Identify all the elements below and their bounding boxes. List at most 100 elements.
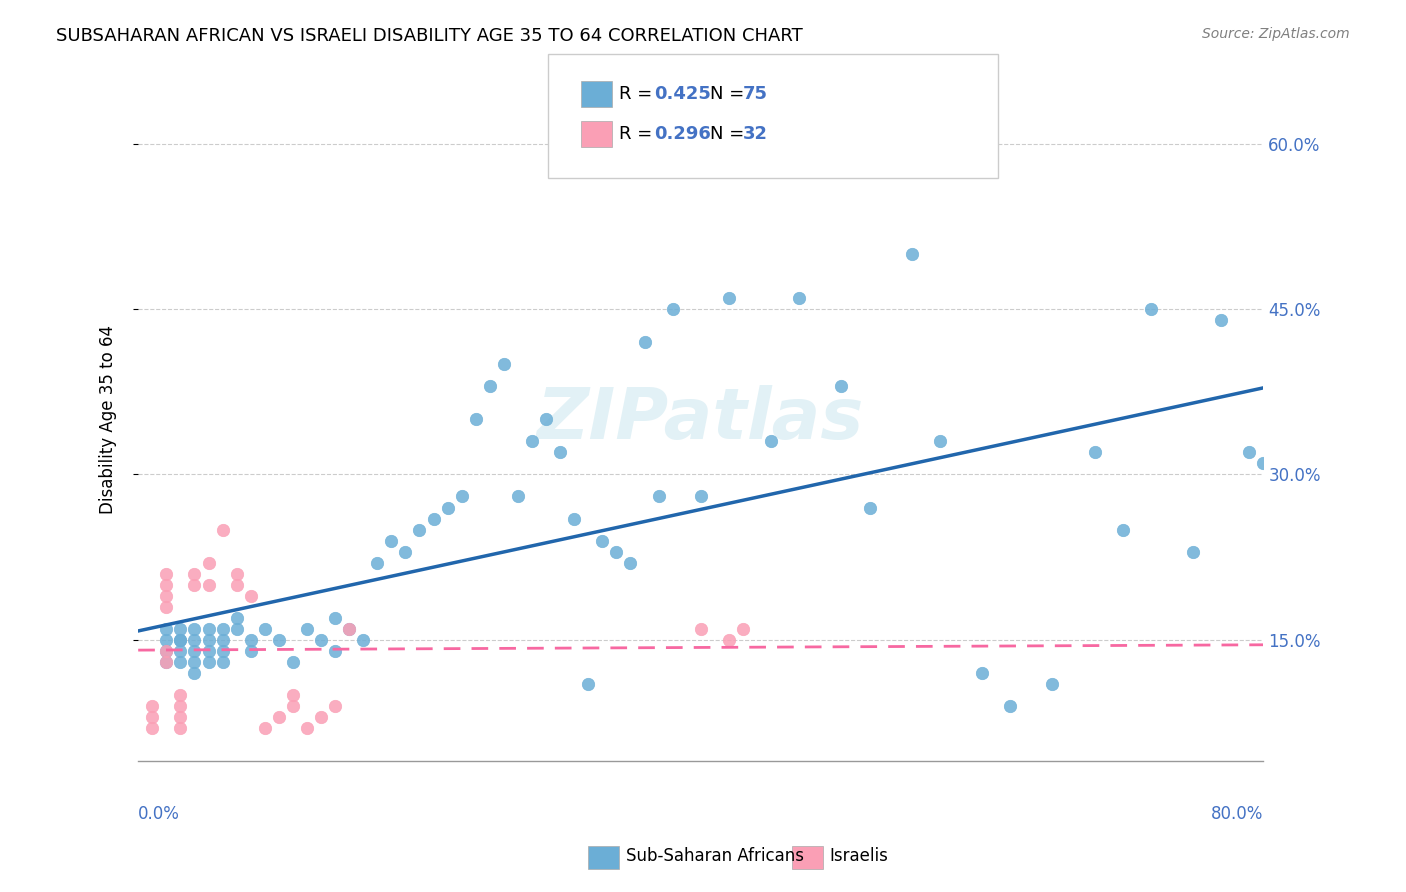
Point bbox=[169, 632, 191, 647]
Point bbox=[225, 622, 247, 636]
Point bbox=[1239, 445, 1261, 459]
Point bbox=[155, 655, 177, 669]
Point bbox=[267, 710, 290, 724]
Text: SUBSAHARAN AFRICAN VS ISRAELI DISABILITY AGE 35 TO 64 CORRELATION CHART: SUBSAHARAN AFRICAN VS ISRAELI DISABILITY… bbox=[56, 27, 803, 45]
Point bbox=[323, 611, 346, 625]
Point bbox=[183, 622, 205, 636]
Point bbox=[281, 699, 304, 714]
Point bbox=[295, 721, 318, 735]
Point bbox=[633, 335, 655, 350]
Point bbox=[155, 599, 177, 614]
Point bbox=[183, 665, 205, 680]
Point bbox=[281, 688, 304, 702]
Point bbox=[689, 622, 711, 636]
Point bbox=[337, 622, 360, 636]
Point bbox=[366, 556, 388, 570]
Point bbox=[267, 632, 290, 647]
Point bbox=[478, 379, 501, 393]
Point bbox=[197, 644, 219, 658]
Point bbox=[717, 632, 740, 647]
Point bbox=[408, 523, 430, 537]
Point bbox=[169, 655, 191, 669]
Point bbox=[787, 291, 810, 305]
Point bbox=[183, 566, 205, 581]
Point bbox=[1083, 445, 1105, 459]
Point bbox=[141, 699, 163, 714]
Point bbox=[225, 566, 247, 581]
Point bbox=[548, 445, 571, 459]
Point bbox=[731, 622, 754, 636]
Point bbox=[239, 632, 262, 647]
Point bbox=[155, 566, 177, 581]
Point bbox=[211, 632, 233, 647]
Point bbox=[309, 710, 332, 724]
Point bbox=[323, 699, 346, 714]
Point bbox=[169, 710, 191, 724]
Point bbox=[1140, 301, 1163, 316]
Text: R =: R = bbox=[619, 125, 658, 143]
Text: 0.425: 0.425 bbox=[654, 85, 710, 103]
Point bbox=[436, 500, 458, 515]
Point bbox=[1112, 523, 1135, 537]
Point bbox=[155, 644, 177, 658]
Point bbox=[197, 632, 219, 647]
Text: 0.0%: 0.0% bbox=[138, 805, 180, 823]
Point bbox=[576, 677, 599, 691]
Point bbox=[183, 644, 205, 658]
Point bbox=[225, 578, 247, 592]
Point bbox=[422, 511, 444, 525]
Point bbox=[450, 490, 472, 504]
Text: Source: ZipAtlas.com: Source: ZipAtlas.com bbox=[1202, 27, 1350, 41]
Point bbox=[1211, 313, 1233, 327]
Y-axis label: Disability Age 35 to 64: Disability Age 35 to 64 bbox=[100, 325, 117, 514]
Text: R =: R = bbox=[619, 85, 658, 103]
Point bbox=[197, 622, 219, 636]
Point bbox=[689, 490, 711, 504]
Point bbox=[394, 544, 416, 558]
Point bbox=[1182, 544, 1205, 558]
Point bbox=[169, 632, 191, 647]
Text: 75: 75 bbox=[742, 85, 768, 103]
Text: 80.0%: 80.0% bbox=[1211, 805, 1264, 823]
Point bbox=[239, 644, 262, 658]
Point bbox=[155, 578, 177, 592]
Point bbox=[197, 556, 219, 570]
Text: ZIPatlas: ZIPatlas bbox=[537, 384, 865, 454]
Point bbox=[380, 533, 402, 548]
Text: N =: N = bbox=[710, 125, 749, 143]
Text: N =: N = bbox=[710, 85, 749, 103]
Point bbox=[183, 655, 205, 669]
Point bbox=[169, 699, 191, 714]
Point bbox=[309, 632, 332, 647]
Text: 0.296: 0.296 bbox=[654, 125, 710, 143]
Point bbox=[998, 699, 1021, 714]
Point bbox=[1040, 677, 1063, 691]
Point bbox=[253, 622, 276, 636]
Point bbox=[197, 655, 219, 669]
Point bbox=[211, 622, 233, 636]
Point bbox=[155, 655, 177, 669]
Point bbox=[169, 622, 191, 636]
Point bbox=[239, 589, 262, 603]
Point bbox=[225, 611, 247, 625]
Point bbox=[211, 523, 233, 537]
Point bbox=[492, 357, 515, 371]
Point bbox=[970, 665, 993, 680]
Text: Israelis: Israelis bbox=[830, 847, 889, 865]
Point bbox=[661, 301, 683, 316]
Point bbox=[211, 644, 233, 658]
Point bbox=[169, 688, 191, 702]
Point bbox=[717, 291, 740, 305]
Point bbox=[155, 589, 177, 603]
Point bbox=[605, 544, 627, 558]
Point bbox=[562, 511, 585, 525]
Point bbox=[759, 434, 782, 449]
Point bbox=[281, 655, 304, 669]
Point bbox=[337, 622, 360, 636]
Point bbox=[928, 434, 950, 449]
Point bbox=[155, 644, 177, 658]
Point bbox=[464, 412, 486, 426]
Point bbox=[197, 578, 219, 592]
Point bbox=[647, 490, 669, 504]
Point bbox=[520, 434, 543, 449]
